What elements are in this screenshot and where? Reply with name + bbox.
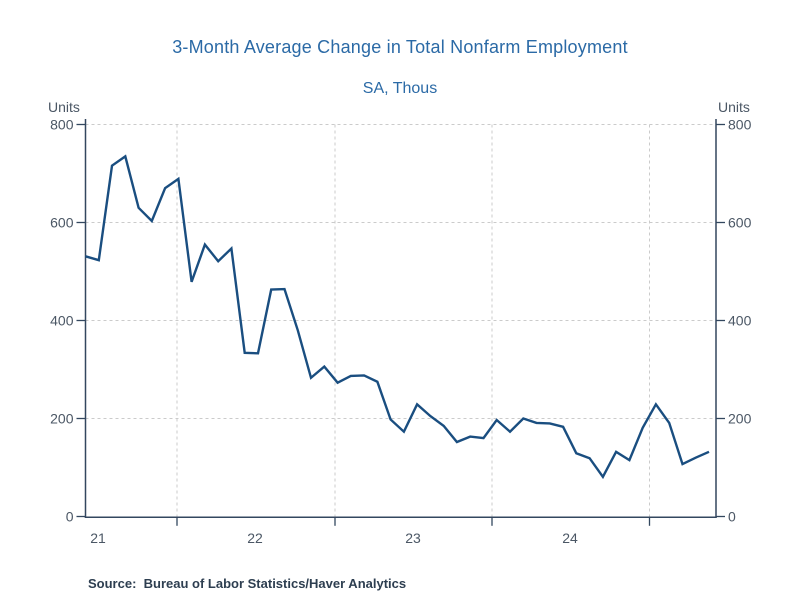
y-tick-label-left: 600: [50, 215, 74, 231]
source-text: Source: Bureau of Labor Statistics/Haver…: [88, 576, 407, 591]
x-year-label: 23: [405, 530, 421, 546]
chart-subtitle: SA, Thous: [362, 80, 438, 97]
x-year-label: 24: [562, 530, 578, 546]
y-tick-label-left: 400: [50, 313, 74, 329]
x-year-label: 22: [247, 530, 263, 546]
data-line: [85, 154, 710, 480]
chart-title: 3-Month Average Change in Total Nonfarm …: [172, 37, 628, 57]
x-year-label: 21: [90, 530, 106, 546]
y-tick-label-right: 0: [728, 509, 736, 525]
y-tick-label-right: 800: [728, 117, 752, 133]
right-axis-units-label: Units: [718, 99, 750, 115]
y-tick-label-left: 800: [50, 117, 74, 133]
y-tick-label-left: 200: [50, 411, 74, 427]
y-tick-label-left: 0: [66, 509, 74, 525]
left-axis-units-label: Units: [48, 99, 80, 115]
y-tick-label-right: 200: [728, 411, 752, 427]
y-tick-label-right: 400: [728, 313, 752, 329]
y-tick-label-right: 600: [728, 215, 752, 231]
